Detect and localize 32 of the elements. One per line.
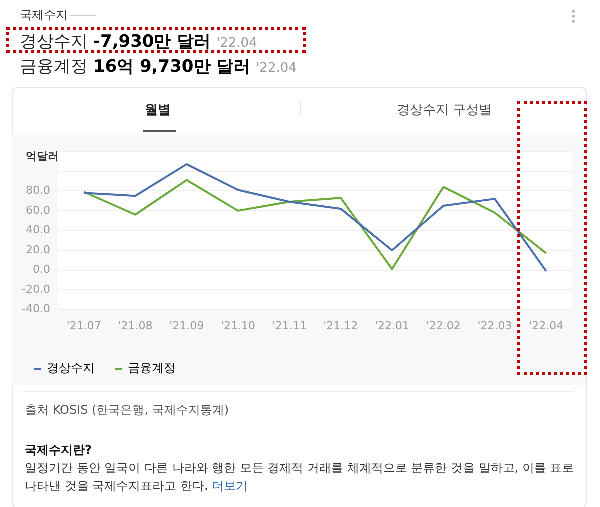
x-tick-label: '21.07	[66, 319, 102, 332]
x-tick-label: '21.09	[170, 319, 204, 332]
x-tick-label: '22.04	[529, 319, 564, 332]
y-tick-label: 20.0	[26, 243, 50, 256]
text: '22.04	[256, 61, 297, 76]
x-tick-label: '22.01	[375, 319, 410, 332]
legend-label: 금융계정	[128, 361, 176, 376]
y-axis-title: 억달러	[26, 149, 59, 164]
x-tick-label: '21.11	[272, 319, 307, 332]
text: 더보기	[212, 479, 248, 493]
text: 월별	[145, 102, 171, 119]
y-tick-label: 40.0	[26, 224, 50, 237]
x-tick-label: '21.10	[220, 319, 256, 332]
text: -7,930만 달러	[93, 32, 212, 52]
x-tick-label: '21.08	[118, 319, 153, 332]
y-tick-label: -40.0	[22, 302, 50, 316]
chart-title: 국제수지	[20, 7, 68, 24]
y-tick-label: 0.0	[32, 263, 50, 276]
y-tick-label: 60.0	[26, 204, 50, 217]
text: 국제수지란?	[25, 442, 92, 459]
text: '22.04	[216, 36, 258, 51]
y-tick-label: -20.0	[22, 282, 50, 296]
y-tick-label: 80.0	[26, 184, 50, 198]
x-tick-label: '22.02	[426, 319, 461, 332]
x-tick-label: '21.12	[324, 319, 358, 332]
source-note: 출처 KOSIS (한국은행, 국제수지통계)	[25, 402, 230, 419]
text: 경상수지	[20, 32, 88, 52]
x-tick-label: '22.03	[478, 319, 512, 332]
text: 16억 9,730만 달러	[93, 57, 251, 77]
text: 금융계정	[20, 57, 88, 77]
text: 경상수지 구성별	[397, 102, 492, 119]
legend-label: 경상수지	[47, 361, 95, 376]
